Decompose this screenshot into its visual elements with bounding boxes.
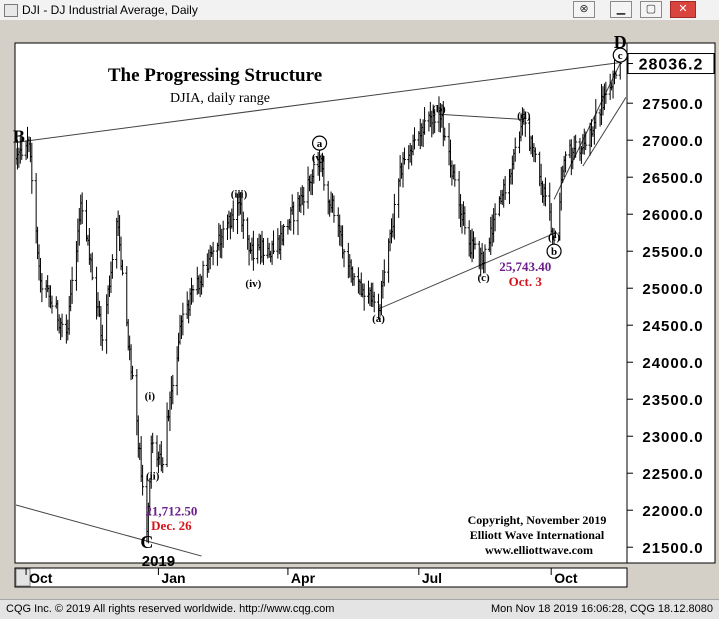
year-label: 2019 [142,553,175,570]
status-bar: CQG Inc. © 2019 All rights reserved worl… [0,599,719,619]
x-tick-label: Oct [29,570,53,586]
y-tick-label: 23500.0 [642,392,703,409]
price-chart: 21500.0 22000.0 22500.0 23000.0 23500.0 24000… [0,20,719,599]
chart-subtitle: DJIA, daily range [170,91,270,106]
wave-label: (ii) [146,470,160,482]
app-icon [4,4,18,17]
wave-label-circle [311,135,328,151]
price-annotation: Dec. 26 [151,518,192,533]
price-annotation: 25,743.40 [499,259,551,274]
wave-label: a [317,138,323,150]
x-tick-label: Oct [554,570,578,586]
copyright-line-1: Copyright, November 2019 [468,513,607,527]
y-tick-label: 22000.0 [642,503,703,520]
trendline [16,62,621,143]
y-tick-label: 27000.0 [642,133,703,150]
wave-label: (iv) [245,278,261,290]
wave-label: D [614,32,627,52]
price-annotation: Oct. 3 [509,274,543,289]
link-button[interactable]: ⊗ [573,1,595,18]
y-tick-label: 23000.0 [642,429,703,446]
status-timestamp: Mon Nov 18 2019 16:06:28, CQG 18.12.8080 [491,603,713,615]
y-tick-label: 21500.0 [642,540,703,557]
title-bar: DJI - DJ Industrial Average, Daily ⊗ ▁ ▢… [0,0,719,21]
chart-title: The Progressing Structure [108,65,322,86]
y-tick-label: 27500.0 [642,96,703,113]
last-price-label: 28036.2 [639,57,704,74]
minimize-button[interactable]: ▁ [610,1,632,18]
wave-label: (d) [517,110,531,122]
copyright-line-3: www.elliottwave.com [485,543,593,557]
copyright-line-2: Elliott Wave International [470,528,605,542]
wave-label: B [13,127,25,147]
y-tick-label: 25500.0 [642,244,703,261]
wave-label-circle [546,243,562,259]
y-tick-label: 24000.0 [642,355,703,372]
y-tick-label: 26500.0 [642,170,703,187]
wave-label: (a) [372,313,385,325]
window-title: DJI - DJ Industrial Average, Daily [22,3,198,17]
wave-label: c [618,50,623,62]
y-tick-label: 22500.0 [642,466,703,483]
x-tick-label: Jul [422,570,442,586]
wave-label-circle [612,47,628,63]
close-button[interactable]: ✕ [670,1,696,18]
scroll-handle[interactable] [15,568,31,587]
price-axis-panel [626,42,716,564]
trendline [378,232,555,310]
y-tick-label: 24500.0 [642,318,703,335]
x-tick-label: Jan [161,570,185,586]
wave-label: (b) [432,103,446,115]
wave-label: (e) [548,231,561,243]
time-axis-panel [14,567,628,588]
wave-label: C [140,532,153,552]
y-tick-label: 25000.0 [642,281,703,298]
wave-label: (iii) [231,188,248,200]
price-annotation: 21,712.50 [145,503,197,518]
x-tick-label: Apr [291,570,316,586]
wave-label: (v) [312,152,325,164]
wave-label: (c) [477,272,490,284]
wave-label: (i) [145,391,156,403]
status-copyright: CQG Inc. © 2019 All rights reserved worl… [6,603,335,615]
y-tick-label: 26000.0 [642,207,703,224]
trendline [553,63,621,200]
wave-label: b [551,246,557,258]
trendline [438,113,524,120]
maximize-button[interactable]: ▢ [640,1,662,18]
trendline [16,504,202,557]
